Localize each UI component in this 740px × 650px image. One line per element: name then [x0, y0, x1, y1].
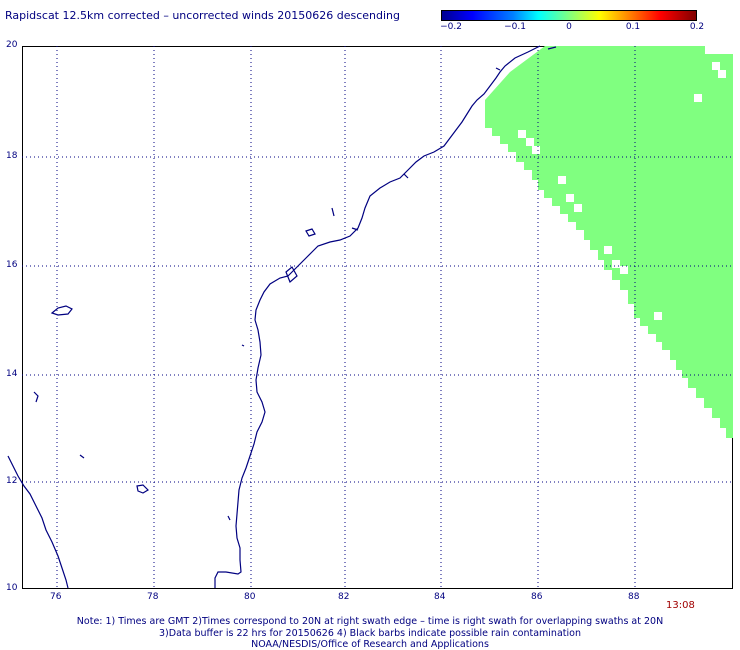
x-tick-label: 78: [147, 592, 159, 602]
y-tick-label: 16: [6, 260, 18, 270]
x-tick-label: 80: [244, 592, 256, 602]
graticule: [22, 46, 733, 588]
y-tick-label: 14: [6, 369, 18, 379]
time-label: 13:08: [666, 600, 695, 611]
x-tick-label: 86: [531, 592, 543, 602]
y-tick-label: 18: [6, 151, 18, 161]
y-tick-label: 10: [6, 583, 18, 593]
wind-swath: [485, 46, 733, 438]
y-tick-label: 12: [6, 476, 18, 486]
colorbar: [441, 10, 697, 21]
footnote-credit: NOAA/NESDIS/Office of Research and Appli…: [251, 639, 489, 650]
coastline: [7, 45, 557, 589]
swath-gaps: [518, 46, 733, 320]
x-tick-label: 84: [434, 592, 446, 602]
footnote-line-1: Note: 1) Times are GMT 2)Times correspon…: [76, 616, 664, 627]
colorbar-tick: 0: [566, 22, 572, 32]
footnote-line-2: 3)Data buffer is 22 hrs for 20150626 4) …: [159, 628, 581, 639]
x-tick-label: 82: [338, 592, 350, 602]
map-title: Rapidscat 12.5km corrected – uncorrected…: [5, 9, 401, 22]
colorbar-tick: 0.2: [689, 22, 705, 32]
colorbar-tick: −0.2: [440, 22, 462, 32]
colorbar-tick: −0.1: [504, 22, 526, 32]
colorbar-tick: 0.1: [625, 22, 641, 32]
y-tick-label: 20: [6, 40, 18, 50]
x-tick-label: 88: [628, 592, 640, 602]
x-tick-label: 76: [50, 592, 62, 602]
